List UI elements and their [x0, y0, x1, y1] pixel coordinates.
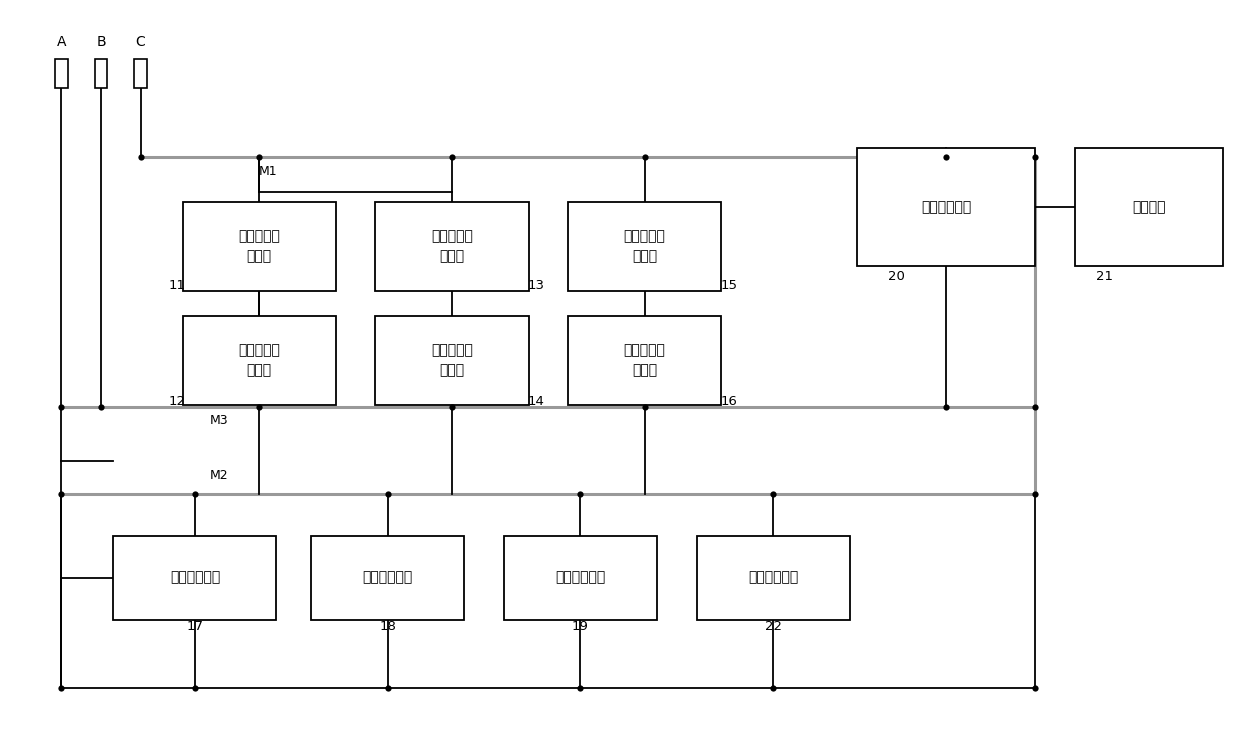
Text: 第一单向导
通元件: 第一单向导 通元件: [238, 230, 280, 263]
Text: 18: 18: [379, 620, 396, 634]
Bar: [134, 58, 148, 88]
Bar: [376, 202, 528, 291]
Bar: [182, 315, 336, 404]
Text: 第六单向导
通元件: 第六单向导 通元件: [624, 343, 666, 377]
Text: 15: 15: [720, 280, 738, 293]
Text: M1: M1: [259, 165, 278, 178]
Text: 20: 20: [888, 269, 905, 283]
Text: 第四单向导
通元件: 第四单向导 通元件: [432, 343, 472, 377]
Text: 第二单向导
通元件: 第二单向导 通元件: [238, 343, 280, 377]
Bar: [182, 202, 336, 291]
Text: 第三开关电路: 第三开关电路: [556, 571, 605, 585]
Text: 12: 12: [169, 395, 186, 408]
Bar: [857, 147, 1035, 266]
Text: 22: 22: [765, 620, 781, 634]
Bar: [568, 202, 722, 291]
Bar: [376, 315, 528, 404]
Text: 11: 11: [169, 280, 186, 293]
Text: A: A: [57, 34, 66, 49]
Text: M3: M3: [210, 415, 228, 428]
Text: 第五单向导
通元件: 第五单向导 通元件: [624, 230, 666, 263]
Text: 第二开关电路: 第二开关电路: [362, 571, 413, 585]
Bar: [113, 536, 277, 620]
Text: 17: 17: [186, 620, 203, 634]
Bar: [94, 58, 108, 88]
Text: 第一开关电路: 第一开关电路: [170, 571, 219, 585]
Text: 光耦隔离电路: 光耦隔离电路: [921, 200, 971, 214]
Bar: [1075, 147, 1223, 266]
Bar: [503, 536, 657, 620]
Text: 第一滤波电路: 第一滤波电路: [748, 571, 799, 585]
Bar: [697, 536, 849, 620]
Text: 13: 13: [527, 280, 544, 293]
Text: 第三单向导
通元件: 第三单向导 通元件: [432, 230, 472, 263]
Text: 19: 19: [572, 620, 589, 634]
Text: 控制电路: 控制电路: [1132, 200, 1166, 214]
Text: 16: 16: [720, 395, 738, 408]
Text: M2: M2: [210, 469, 228, 482]
Text: 14: 14: [527, 395, 544, 408]
Text: B: B: [97, 34, 105, 49]
Text: 21: 21: [1096, 269, 1114, 283]
Bar: [568, 315, 722, 404]
Text: C: C: [135, 34, 145, 49]
Bar: [311, 536, 464, 620]
Bar: [55, 58, 68, 88]
